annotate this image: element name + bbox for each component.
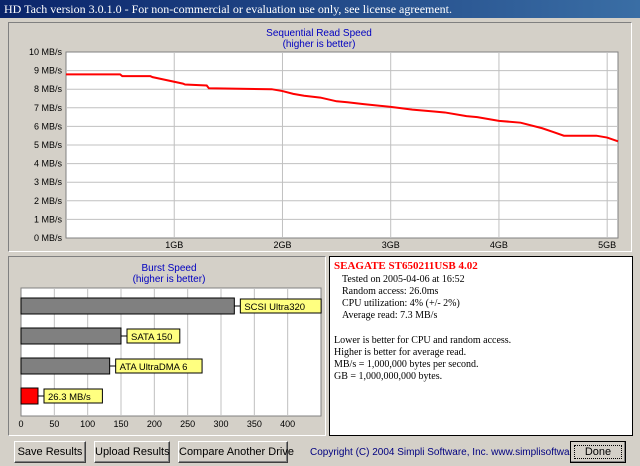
reference-burst-bar: [20, 327, 122, 345]
read-x-tick-label: 1GB: [165, 240, 183, 250]
average-read: Average read: 7.3 MB/s: [342, 310, 438, 321]
tested-date: Tested on 2005-04-06 at 16:52: [342, 274, 465, 285]
drive-burst-bar: [20, 387, 39, 405]
read-y-tick-label: 3 MB/s: [34, 177, 63, 187]
note-lower: Lower is better for CPU and random acces…: [334, 335, 512, 346]
upload-results-button[interactable]: Upload Results: [94, 441, 170, 463]
burst-x-tick-label: 400: [280, 419, 295, 429]
info-panel: SEAGATE ST650211USB 4.02 Tested on 2005-…: [329, 256, 633, 436]
drive-name: SEAGATE ST650211USB 4.02: [334, 260, 478, 272]
burst-x-tick-label: 150: [113, 419, 128, 429]
random-access: Random access: 26.0ms: [342, 286, 439, 297]
compare-another-drive-button[interactable]: Compare Another Drive: [178, 441, 294, 463]
read-chart-panel: Sequential Read Speed (higher is better)…: [8, 22, 632, 252]
burst-label-box: [239, 298, 322, 314]
burst-chart: Burst Speed (higher is better) SCSI Ultr…: [18, 263, 322, 429]
burst-x-tick-label: 250: [180, 419, 195, 429]
burst-x-tick-label: 200: [147, 419, 162, 429]
burst-x-tick-label: 350: [247, 419, 262, 429]
read-y-tick-label: 7 MB/s: [34, 103, 63, 113]
read-chart-title: Sequential Read Speed: [266, 28, 372, 39]
note-gb: GB = 1,000,000,000 bytes.: [334, 371, 443, 382]
reference-burst-bar: [20, 357, 111, 375]
read-y-tick-label: 6 MB/s: [34, 121, 63, 131]
read-chart: Sequential Read Speed (higher is better)…: [29, 28, 619, 250]
note-higher: Higher is better for average read.: [334, 347, 467, 358]
read-y-tick-label: 4 MB/s: [34, 159, 63, 169]
title-bar: HD Tach version 3.0.1.0 - For non-commer…: [0, 0, 640, 18]
note-mbs: MB/s = 1,000,000 bytes per second.: [334, 359, 479, 370]
read-y-tick-label: 1 MB/s: [34, 214, 63, 224]
copyright-text: Copyright (C) 2004 Simpli Software, Inc.…: [310, 447, 601, 458]
burst-label-box: [115, 358, 203, 374]
read-speed-line: [66, 73, 619, 143]
read-y-tick-label: 10 MB/s: [29, 47, 63, 57]
burst-label-box: [43, 388, 103, 404]
read-chart-subtitle: (higher is better): [283, 39, 356, 50]
burst-label-box: [126, 328, 181, 344]
burst-bar-label: 26.3 MB/s: [48, 392, 91, 403]
cpu-utilization: CPU utilization: 4% (+/- 2%): [342, 298, 460, 309]
window-title: HD Tach version 3.0.1.0 - For non-commer…: [4, 2, 453, 16]
burst-bar-label: SCSI Ultra320: [244, 302, 305, 313]
read-y-tick-label: 9 MB/s: [34, 66, 63, 76]
burst-x-tick-label: 50: [49, 419, 59, 429]
save-results-button[interactable]: Save Results: [14, 441, 86, 463]
read-y-tick-label: 8 MB/s: [34, 84, 63, 94]
burst-x-tick-label: 300: [213, 419, 228, 429]
burst-x-tick-label: 100: [80, 419, 95, 429]
read-x-tick-label: 3GB: [382, 240, 400, 250]
read-x-tick-label: 5GB: [598, 240, 616, 250]
burst-bar-label: SATA 150: [131, 332, 172, 343]
read-y-tick-label: 5 MB/s: [34, 140, 63, 150]
read-y-tick-label: 0 MB/s: [34, 233, 63, 243]
burst-chart-subtitle: (higher is better): [133, 274, 206, 285]
reference-burst-bar: [20, 297, 235, 315]
burst-chart-title: Burst Speed: [141, 263, 196, 274]
read-x-tick-label: 2GB: [273, 240, 291, 250]
read-x-tick-label: 4GB: [490, 240, 508, 250]
burst-x-tick-label: 0: [18, 419, 23, 429]
burst-bar-label: ATA UltraDMA 6: [120, 362, 188, 373]
burst-chart-panel: Burst Speed (higher is better) SCSI Ultr…: [8, 256, 326, 436]
done-button[interactable]: Done: [570, 441, 626, 463]
read-y-tick-label: 2 MB/s: [34, 196, 63, 206]
